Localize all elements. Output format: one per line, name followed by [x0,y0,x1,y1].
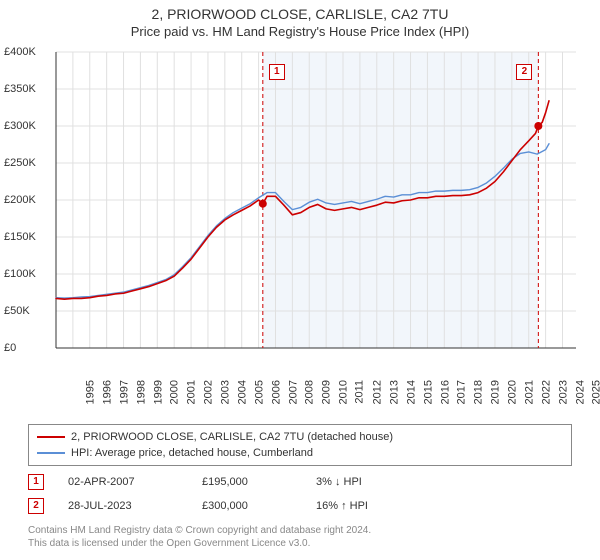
chart-title-line1: 2, PRIORWOOD CLOSE, CARLISLE, CA2 7TU [0,6,600,22]
sale-date-2: 28-JUL-2023 [68,500,178,512]
x-tick-label: 2020 [507,380,519,404]
legend-swatch-hpi [37,452,65,454]
x-tick-label: 2006 [270,380,282,404]
x-tick-label: 2002 [203,380,215,404]
footer-line2: This data is licensed under the Open Gov… [28,537,572,550]
x-tick-label: 2012 [371,380,383,404]
y-tick-label: £50K [0,305,52,317]
chart-marker-box-1: 1 [269,64,285,80]
x-tick-label: 1998 [135,380,147,404]
legend-box: 2, PRIORWOOD CLOSE, CARLISLE, CA2 7TU (d… [28,424,572,466]
x-tick-label: 2022 [540,380,552,404]
x-tick-label: 2010 [338,380,350,404]
sale-price-2: £300,000 [202,500,292,512]
sale-hpi-2: 16% ↑ HPI [316,500,426,512]
x-tick-label: 2013 [388,380,400,404]
sale-row-2: 2 28-JUL-2023 £300,000 16% ↑ HPI [28,498,572,514]
x-tick-label: 2025 [591,380,600,404]
y-tick-label: £400K [0,46,52,58]
x-tick-label: 2007 [287,380,299,404]
x-tick-label: 2019 [490,380,502,404]
lower-panel: 2, PRIORWOOD CLOSE, CARLISLE, CA2 7TU (d… [28,424,572,550]
y-tick-label: £200K [0,194,52,206]
legend-label-price-paid: 2, PRIORWOOD CLOSE, CARLISLE, CA2 7TU (d… [71,429,393,445]
x-tick-label: 1996 [101,380,113,404]
y-tick-label: £0 [0,342,52,354]
legend-label-hpi: HPI: Average price, detached house, Cumb… [71,445,313,461]
title-block: 2, PRIORWOOD CLOSE, CARLISLE, CA2 7TU Pr… [0,0,600,39]
x-tick-label: 2018 [473,380,485,404]
chart-marker-box-2: 2 [516,64,532,80]
x-tick-label: 2015 [422,380,434,404]
x-tick-label: 1995 [84,380,96,404]
y-tick-label: £250K [0,157,52,169]
legend-row-price-paid: 2, PRIORWOOD CLOSE, CARLISLE, CA2 7TU (d… [37,429,563,445]
x-tick-label: 2001 [186,380,198,404]
footer-line1: Contains HM Land Registry data © Crown c… [28,524,572,537]
y-tick-label: £350K [0,83,52,95]
y-tick-label: £100K [0,268,52,280]
x-tick-label: 2009 [321,380,333,404]
chart-area: £0 £50K £100K £150K £200K £250K £300K £350K £400… [0,48,600,400]
sale-marker-2: 2 [28,498,44,514]
y-tick-label: £150K [0,231,52,243]
chart-title-line2: Price paid vs. HM Land Registry's House … [0,24,600,39]
sale-price-1: £195,000 [202,476,292,488]
x-tick-label: 2017 [456,380,468,404]
legend-row-hpi: HPI: Average price, detached house, Cumb… [37,445,563,461]
x-tick-label: 2000 [169,380,181,404]
x-tick-label: 2011 [354,380,366,404]
legend-swatch-price-paid [37,436,65,438]
x-tick-label: 2021 [523,380,535,404]
x-tick-label: 1997 [118,380,130,404]
x-tick-label: 2004 [236,380,248,404]
y-tick-label: £300K [0,120,52,132]
x-tick-label: 2014 [405,380,417,404]
sale-date-1: 02-APR-2007 [68,476,178,488]
x-tick-label: 2008 [304,380,316,404]
x-tick-label: 2024 [574,380,586,404]
sale-marker-1: 1 [28,474,44,490]
sale-row-1: 1 02-APR-2007 £195,000 3% ↓ HPI [28,474,572,490]
chart-svg [0,48,600,400]
x-tick-label: 2016 [439,380,451,404]
x-tick-label: 2005 [253,380,265,404]
sale-hpi-1: 3% ↓ HPI [316,476,426,488]
x-tick-label: 2003 [220,380,232,404]
footer-attribution: Contains HM Land Registry data © Crown c… [28,524,572,550]
x-tick-label: 2023 [557,380,569,404]
x-tick-label: 1999 [152,380,164,404]
